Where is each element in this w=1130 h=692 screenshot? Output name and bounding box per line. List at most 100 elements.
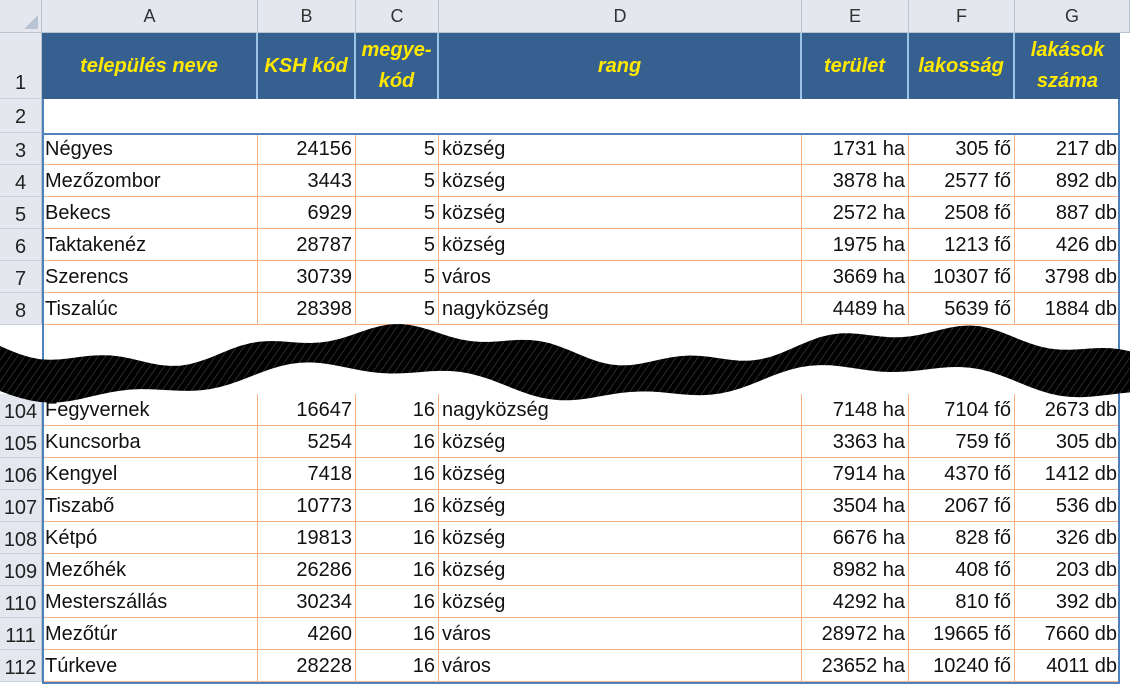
row-header-110[interactable]: 110 — [0, 586, 42, 618]
cell-terulet[interactable]: 1975 ha — [802, 229, 909, 261]
cell-lakossag[interactable]: 305 fő — [909, 133, 1015, 165]
cell-name[interactable]: Mezőtúr — [42, 618, 258, 650]
cell-megye[interactable]: 16 — [356, 426, 439, 458]
cell-ksh[interactable]: 16647 — [258, 394, 356, 426]
column-header-a[interactable]: A — [42, 0, 258, 33]
cell-ksh[interactable]: 19813 — [258, 522, 356, 554]
cell-lakossag[interactable]: 2577 fő — [909, 165, 1015, 197]
cell-megye[interactable]: 16 — [356, 650, 439, 682]
cell-rang[interactable]: község — [439, 229, 802, 261]
cell-megye[interactable]: 16 — [356, 490, 439, 522]
cell-lakossag[interactable]: 2508 fő — [909, 197, 1015, 229]
cell-name[interactable]: Tiszalúc — [42, 293, 258, 325]
cell-rang[interactable]: község — [439, 165, 802, 197]
cell-name[interactable]: Bekecs — [42, 197, 258, 229]
column-header-b[interactable]: B — [258, 0, 356, 33]
header-cell-rang[interactable]: rang — [439, 33, 802, 99]
cell-lakas[interactable]: 536 db — [1055, 495, 1117, 517]
cell-lakossag[interactable]: 828 fő — [909, 522, 1015, 554]
cell-name[interactable]: Négyes — [42, 133, 258, 165]
cell-terulet[interactable]: 23652 ha — [802, 650, 909, 682]
cell-name[interactable]: Kuncsorba — [42, 426, 258, 458]
cell-name[interactable]: Tiszabő — [42, 490, 258, 522]
row-header-8[interactable]: 8 — [0, 293, 42, 325]
cell-ksh[interactable]: 4260 — [258, 618, 356, 650]
row-header-111[interactable]: 111 — [0, 618, 42, 650]
cell-rang[interactable]: község — [439, 426, 802, 458]
row-header-106[interactable]: 106 — [0, 458, 42, 490]
header-cell-megyekod[interactable]: megye-kód — [356, 33, 439, 99]
cell-ksh[interactable]: 6929 — [258, 197, 356, 229]
cell-lakas[interactable]: 892 db — [1055, 170, 1117, 192]
column-header-e[interactable]: E — [802, 0, 909, 33]
cell-lakas[interactable]: 4011 db — [1046, 655, 1117, 677]
header-cell-ksh[interactable]: KSH kód — [258, 33, 356, 99]
cell-megye[interactable]: 16 — [356, 458, 439, 490]
cell-terulet[interactable]: 2572 ha — [802, 197, 909, 229]
cell-lakas[interactable]: 7660 db — [1044, 623, 1117, 645]
column-header-g[interactable]: G — [1015, 0, 1130, 33]
cell-lakossag[interactable]: 759 fő — [909, 426, 1015, 458]
cell-rang[interactable]: község — [439, 197, 802, 229]
header-cell-lakossag[interactable]: lakosság — [909, 33, 1015, 99]
cell-name[interactable]: Kétpó — [42, 522, 258, 554]
cell-lakas[interactable]: 887 db — [1055, 202, 1117, 224]
column-header-f[interactable]: F — [909, 0, 1015, 33]
cell-lakas[interactable]: 3798 db — [1044, 266, 1117, 288]
cell-megye[interactable]: 16 — [356, 554, 439, 586]
cell-terulet[interactable]: 4489 ha — [802, 293, 909, 325]
cell-rang[interactable]: község — [439, 133, 802, 165]
cell-terulet[interactable]: 3878 ha — [802, 165, 909, 197]
empty-row-2[interactable] — [42, 99, 1120, 133]
cell-lakas[interactable]: 305 db — [1055, 431, 1117, 453]
header-cell-telepules[interactable]: település neve — [42, 33, 258, 99]
cell-terulet[interactable]: 1731 ha — [802, 133, 909, 165]
cell-ksh[interactable]: 26286 — [258, 554, 356, 586]
row-header-2[interactable]: 2 — [0, 99, 42, 133]
cell-ksh[interactable]: 10773 — [258, 490, 356, 522]
cell-ksh[interactable]: 30739 — [258, 261, 356, 293]
cell-rang[interactable]: város — [439, 650, 802, 682]
cell-name[interactable]: Mesterszállás — [42, 586, 258, 618]
cell-ksh[interactable]: 3443 — [258, 165, 356, 197]
cell-rang[interactable]: község — [439, 522, 802, 554]
row-header-105[interactable]: 105 — [0, 426, 42, 458]
cell-megye[interactable]: 16 — [356, 586, 439, 618]
cell-name[interactable]: Taktakenéz — [42, 229, 258, 261]
cell-lakossag[interactable]: 10307 fő — [909, 261, 1015, 293]
cell-rang[interactable]: nagyközség — [439, 293, 802, 325]
cell-lakossag[interactable]: 5639 fő — [909, 293, 1015, 325]
cell-lakas[interactable]: 326 db — [1055, 527, 1117, 549]
select-all-corner[interactable] — [0, 0, 42, 33]
cell-rang[interactable]: város — [439, 618, 802, 650]
cell-rang[interactable]: község — [439, 554, 802, 586]
cell-terulet[interactable]: 7148 ha — [802, 394, 909, 426]
cell-lakossag[interactable]: 4370 fő — [909, 458, 1015, 490]
cell-ksh[interactable]: 28787 — [258, 229, 356, 261]
cell-megye[interactable]: 5 — [356, 293, 439, 325]
cell-ksh[interactable]: 7418 — [258, 458, 356, 490]
row-header-7[interactable]: 7 — [0, 261, 42, 293]
cell-lakas[interactable]: 392 db — [1055, 591, 1117, 613]
cell-terulet[interactable]: 6676 ha — [802, 522, 909, 554]
row-header-1[interactable]: 1 — [0, 33, 42, 99]
cell-lakossag[interactable]: 7104 fő — [909, 394, 1015, 426]
cell-name[interactable]: Szerencs — [42, 261, 258, 293]
cell-lakossag[interactable]: 408 fő — [909, 554, 1015, 586]
column-header-c[interactable]: C — [356, 0, 439, 33]
cell-megye[interactable]: 16 — [356, 618, 439, 650]
cell-lakas[interactable]: 1884 db — [1044, 298, 1117, 320]
cell-terulet[interactable]: 4292 ha — [802, 586, 909, 618]
cell-lakossag[interactable]: 1213 fő — [909, 229, 1015, 261]
cell-terulet[interactable]: 28972 ha — [802, 618, 909, 650]
cell-rang[interactable]: város — [439, 261, 802, 293]
cell-megye[interactable]: 5 — [356, 197, 439, 229]
cell-lakas[interactable]: 426 db — [1055, 234, 1117, 256]
cell-terulet[interactable]: 3363 ha — [802, 426, 909, 458]
cell-megye[interactable]: 5 — [356, 261, 439, 293]
cell-rang[interactable]: nagyközség — [439, 394, 802, 426]
cell-ksh[interactable]: 30234 — [258, 586, 356, 618]
cell-rang[interactable]: község — [439, 586, 802, 618]
cell-lakas[interactable]: 203 db — [1055, 559, 1117, 581]
cell-terulet[interactable]: 3504 ha — [802, 490, 909, 522]
